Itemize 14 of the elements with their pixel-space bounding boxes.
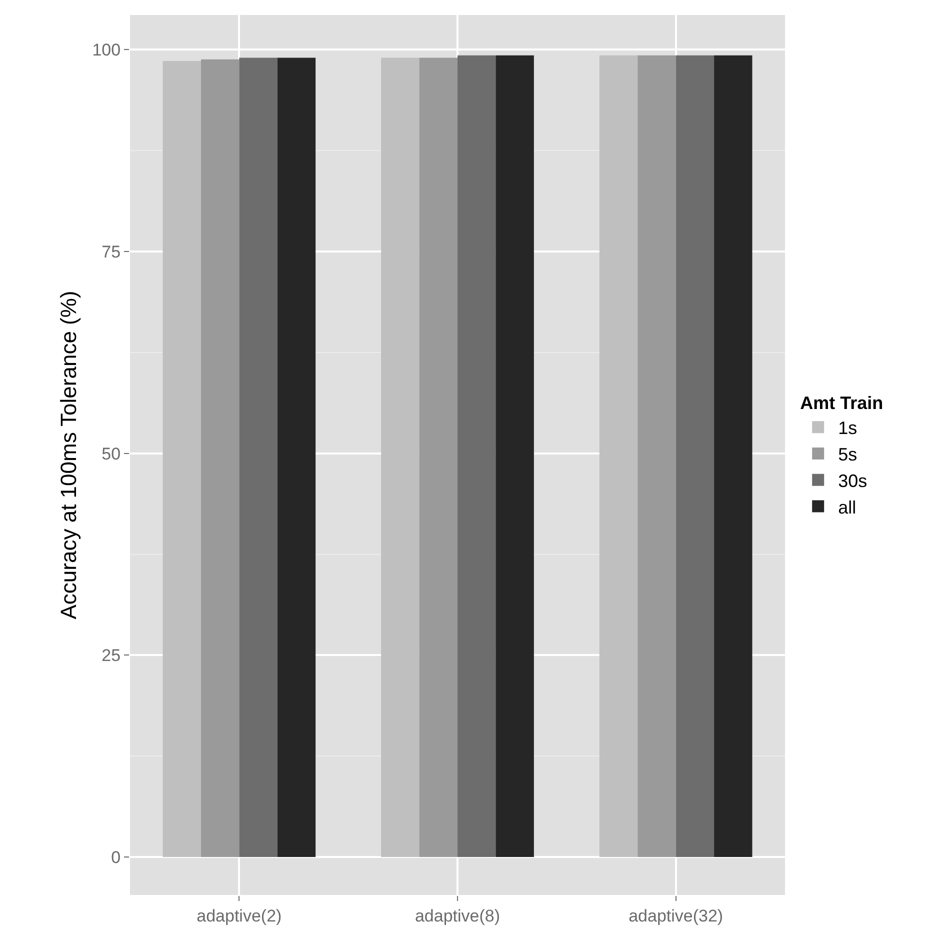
- x-tick-label: adaptive(8): [414, 906, 500, 926]
- y-tick-label: 25: [102, 646, 121, 666]
- x-tick-label: adaptive(2): [196, 906, 282, 926]
- y-tick-label: 75: [102, 242, 121, 262]
- legend-label: 5s: [838, 444, 858, 465]
- y-tick-label: 100: [92, 40, 121, 60]
- y-tick-label: 0: [111, 848, 121, 868]
- x-tick-label: adaptive(32): [628, 906, 724, 926]
- legend-title: Amt Train: [800, 392, 884, 413]
- legend-label: 30s: [838, 470, 868, 491]
- legend-label: 1s: [838, 418, 858, 438]
- y-axis-title: Accuracy at 100ms Tolerance (%): [56, 290, 81, 620]
- y-tick-label: 50: [102, 444, 121, 464]
- legend-label: all: [838, 497, 856, 518]
